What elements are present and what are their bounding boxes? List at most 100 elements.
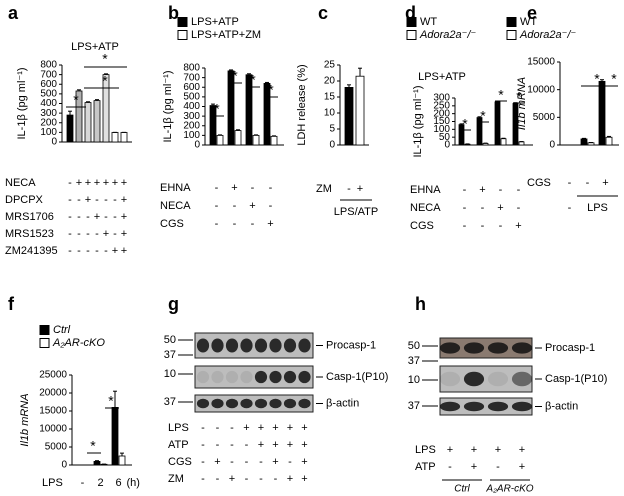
y-tick-label: 800	[40, 60, 57, 71]
group-label: LPS/ATP	[334, 206, 378, 218]
blot-band	[254, 338, 268, 353]
panel-letter: f	[8, 294, 15, 314]
significance: *	[516, 89, 522, 105]
y-tick-label: 0	[549, 140, 555, 151]
blot-band	[439, 401, 461, 412]
y-tick-label: 15000	[39, 406, 67, 417]
condition-sign: +	[519, 444, 525, 456]
condition-sign: -	[86, 245, 90, 257]
band-label: β-actin	[545, 400, 578, 412]
blot-band	[269, 370, 282, 384]
condition-label: ZM241395	[5, 245, 58, 257]
blot-band	[254, 370, 268, 384]
y-tick-label: 150	[433, 116, 450, 127]
y-tick-label: 15	[324, 92, 336, 103]
y-tick-label: 400	[183, 101, 200, 112]
condition-sign: +	[231, 182, 237, 194]
condition-sign: +	[112, 177, 118, 189]
condition-label: ZM	[168, 473, 184, 485]
condition-sign: +	[103, 228, 109, 240]
blot-band	[240, 370, 253, 384]
legend-label: Ctrl	[53, 324, 71, 336]
y-tick-label: 10000	[39, 424, 67, 435]
condition-sign: -	[95, 194, 99, 206]
condition-sign: -	[230, 456, 234, 468]
y-axis-label: IL-1β (pg ml⁻¹)	[162, 70, 174, 142]
blot-band	[211, 398, 224, 409]
condition-label: ATP	[415, 461, 436, 473]
bar	[344, 87, 354, 146]
condition-label: CGS	[410, 220, 434, 232]
y-tick-label: 20000	[39, 388, 67, 399]
y-tick-label: 600	[40, 79, 57, 90]
blot-band	[487, 371, 509, 387]
condition-sign: -	[201, 456, 205, 468]
bar	[598, 80, 606, 146]
significance: *	[108, 393, 114, 409]
condition-sign: -	[259, 456, 263, 468]
condition-sign: -	[215, 218, 219, 230]
condition-sign: +	[519, 461, 525, 473]
condition-sign: -	[568, 177, 572, 189]
condition-sign: +	[287, 473, 293, 485]
bar	[355, 75, 365, 146]
y-tick-label: 500	[40, 89, 57, 100]
bar	[84, 102, 92, 143]
significance: *	[250, 72, 256, 88]
band-label: Casp-1(P10)	[326, 371, 388, 383]
y-tick-label: 25	[324, 60, 336, 71]
size-marker: 37	[408, 355, 420, 367]
condition-sign: -	[68, 211, 72, 223]
condition-sign: -	[86, 228, 90, 240]
condition-sign: +	[267, 218, 273, 230]
bar	[118, 455, 126, 466]
significance: *	[90, 438, 96, 454]
legend-swatch	[506, 17, 517, 27]
condition-label: CGS	[160, 218, 184, 230]
condition-sign: +	[121, 228, 127, 240]
condition-sign: +	[287, 422, 293, 434]
significance: *	[102, 51, 108, 67]
condition-sign: -	[215, 200, 219, 212]
bar	[518, 141, 525, 146]
condition-sign: -	[77, 194, 81, 206]
y-tick-label: 0	[51, 137, 57, 148]
size-marker: 10	[408, 374, 420, 386]
blot-band	[283, 398, 297, 409]
bar	[111, 406, 119, 466]
blot-band	[463, 371, 485, 387]
blot-band	[511, 371, 533, 387]
panel-letter: a	[8, 3, 19, 23]
condition-sign: +	[272, 422, 278, 434]
condition-label: NECA	[5, 177, 36, 189]
blot-band	[225, 398, 239, 409]
bar	[587, 142, 595, 146]
bar	[120, 131, 128, 143]
blot-band	[487, 401, 509, 412]
condition-sign: +	[258, 422, 264, 434]
blot-band	[298, 338, 311, 353]
condition-sign: -	[463, 202, 467, 214]
y-tick-label: 800	[183, 63, 200, 74]
condition-sign: -	[230, 439, 234, 451]
blot-band	[196, 370, 210, 384]
condition-sign: +	[301, 473, 307, 485]
condition-sign: -	[95, 228, 99, 240]
y-tick-label: 20	[324, 76, 336, 87]
y-tick-label: 100	[40, 127, 57, 138]
legend-swatch	[406, 30, 417, 40]
bar	[234, 130, 242, 146]
condition-label: MRS1706	[5, 211, 54, 223]
blot-band	[196, 398, 210, 409]
significance: *	[232, 68, 238, 84]
y-tick-label: 0	[329, 140, 335, 151]
y-tick-label: 0	[444, 140, 450, 151]
y-tick-label: 500	[183, 92, 200, 103]
x-axis-unit: (h)	[127, 477, 140, 489]
condition-sign: -	[288, 456, 292, 468]
bar	[482, 143, 489, 146]
condition-sign: -	[95, 245, 99, 257]
significance: *	[462, 116, 468, 132]
size-marker: 50	[164, 334, 176, 346]
bar	[93, 100, 101, 143]
